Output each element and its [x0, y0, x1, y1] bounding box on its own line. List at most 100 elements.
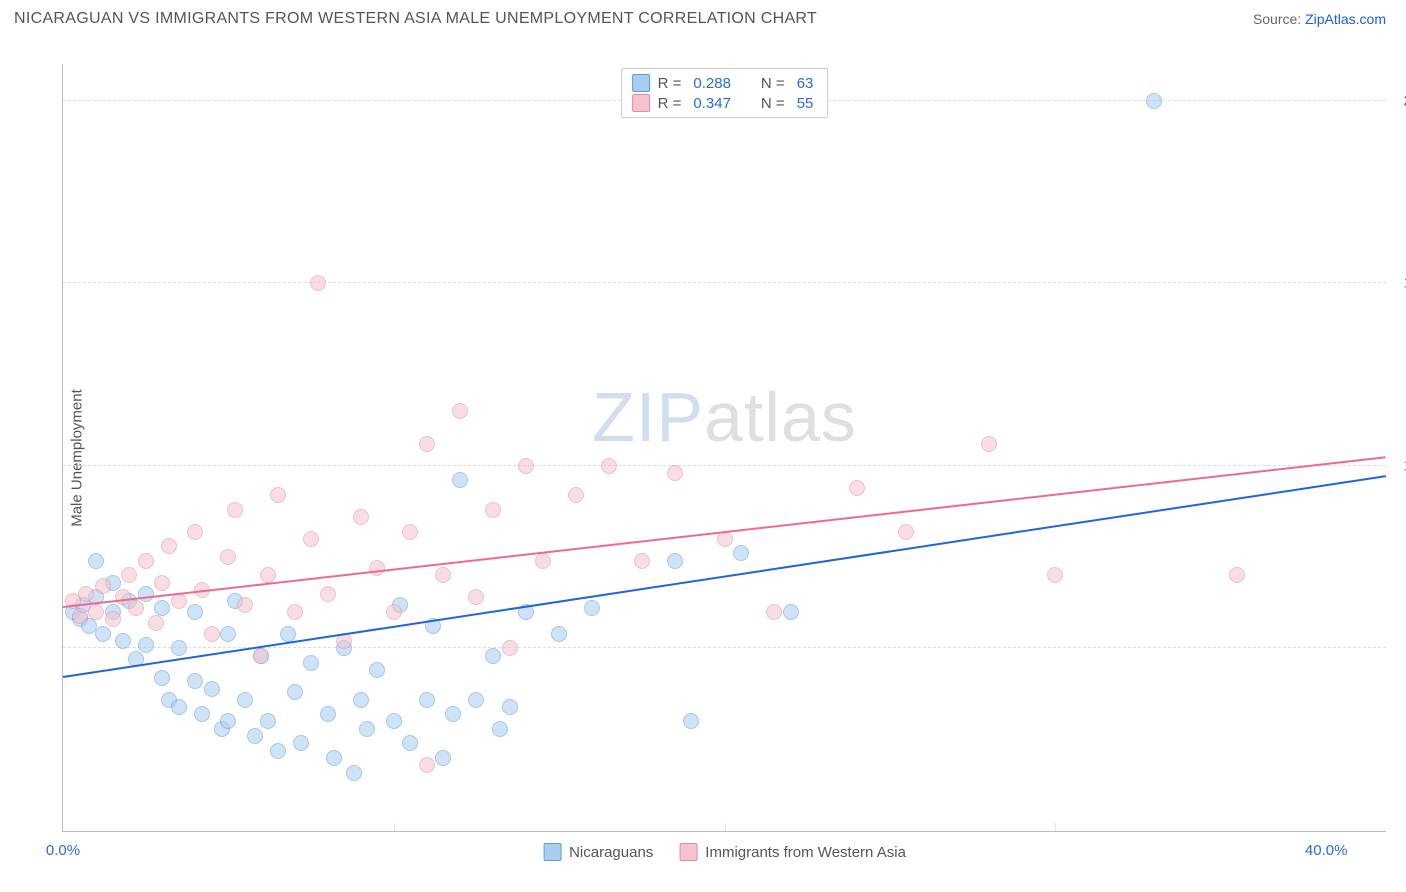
y-tick-label: 10.0%	[1392, 457, 1406, 474]
data-point	[733, 545, 749, 561]
data-point	[128, 600, 144, 616]
data-point	[121, 567, 137, 583]
data-point	[468, 589, 484, 605]
legend-swatch-2	[632, 94, 650, 112]
legend-bottom-swatch-1	[543, 843, 561, 861]
source-attribution: Source: ZipAtlas.com	[1253, 11, 1386, 27]
data-point	[981, 436, 997, 452]
plot-area: ZIPatlas R = 0.288 N = 63 R = 0.347 N = …	[62, 64, 1386, 832]
data-point	[445, 706, 461, 722]
data-point	[270, 487, 286, 503]
data-point	[766, 604, 782, 620]
data-point	[148, 615, 164, 631]
n-label-1: N =	[761, 75, 785, 92]
data-point	[898, 524, 914, 540]
series-legend: Nicaraguans Immigrants from Western Asia	[543, 843, 906, 861]
data-point	[78, 586, 94, 602]
data-point	[419, 692, 435, 708]
watermark-zip: ZIP	[592, 378, 704, 456]
x-tick-label: 40.0%	[1305, 842, 1348, 859]
data-point	[1047, 567, 1063, 583]
data-point	[502, 640, 518, 656]
data-point	[402, 735, 418, 751]
correlation-legend: R = 0.288 N = 63 R = 0.347 N = 55	[621, 68, 829, 118]
data-point	[386, 713, 402, 729]
data-point	[220, 713, 236, 729]
data-point	[369, 662, 385, 678]
data-point	[359, 721, 375, 737]
data-point	[419, 436, 435, 452]
data-point	[518, 458, 534, 474]
data-point	[247, 728, 263, 744]
data-point	[287, 684, 303, 700]
data-point	[1229, 567, 1245, 583]
data-point	[346, 765, 362, 781]
data-point	[204, 626, 220, 642]
data-point	[154, 670, 170, 686]
data-point	[161, 538, 177, 554]
data-point	[204, 681, 220, 697]
data-point	[326, 750, 342, 766]
data-point	[386, 604, 402, 620]
data-point	[88, 553, 104, 569]
chart-container: Male Unemployment ZIPatlas R = 0.288 N =…	[14, 44, 1386, 872]
data-point	[270, 743, 286, 759]
data-point	[187, 524, 203, 540]
r-value-1: 0.288	[693, 75, 731, 92]
gridline-horizontal	[63, 465, 1386, 466]
data-point	[138, 553, 154, 569]
data-point	[492, 721, 508, 737]
data-point	[227, 502, 243, 518]
data-point	[683, 713, 699, 729]
data-point	[452, 403, 468, 419]
legend-swatch-1	[632, 74, 650, 92]
gridline-horizontal	[63, 282, 1386, 283]
gridline-vertical	[1055, 823, 1056, 831]
data-point	[253, 648, 269, 664]
x-tick-label: 0.0%	[46, 842, 80, 859]
legend-bottom-swatch-2	[679, 843, 697, 861]
data-point	[353, 692, 369, 708]
data-point	[303, 531, 319, 547]
data-point	[468, 692, 484, 708]
data-point	[293, 735, 309, 751]
data-point	[88, 604, 104, 620]
data-point	[220, 549, 236, 565]
data-point	[320, 706, 336, 722]
trend-line	[63, 456, 1386, 608]
legend-bottom-label-1: Nicaraguans	[569, 844, 653, 861]
data-point	[551, 626, 567, 642]
data-point	[435, 750, 451, 766]
data-point	[369, 560, 385, 576]
data-point	[237, 692, 253, 708]
data-point	[260, 567, 276, 583]
y-tick-label: 20.0%	[1392, 92, 1406, 109]
data-point	[353, 509, 369, 525]
data-point	[115, 633, 131, 649]
legend-row-series-2: R = 0.347 N = 55	[632, 93, 818, 113]
data-point	[303, 655, 319, 671]
data-point	[601, 458, 617, 474]
watermark-atlas: atlas	[704, 378, 857, 456]
data-point	[171, 699, 187, 715]
data-point	[171, 640, 187, 656]
data-point	[634, 553, 650, 569]
r-label-1: R =	[658, 75, 682, 92]
data-point	[194, 706, 210, 722]
r-value-2: 0.347	[693, 95, 731, 112]
data-point	[138, 637, 154, 653]
data-point	[280, 626, 296, 642]
n-value-2: 55	[797, 95, 814, 112]
data-point	[95, 578, 111, 594]
legend-item-2: Immigrants from Western Asia	[679, 843, 906, 861]
data-point	[187, 604, 203, 620]
data-point	[783, 604, 799, 620]
data-point	[154, 600, 170, 616]
source-link[interactable]: ZipAtlas.com	[1305, 11, 1386, 27]
data-point	[105, 611, 121, 627]
data-point	[402, 524, 418, 540]
data-point	[435, 567, 451, 583]
data-point	[849, 480, 865, 496]
y-tick-label: 5.0%	[1392, 640, 1406, 657]
data-point	[320, 586, 336, 602]
